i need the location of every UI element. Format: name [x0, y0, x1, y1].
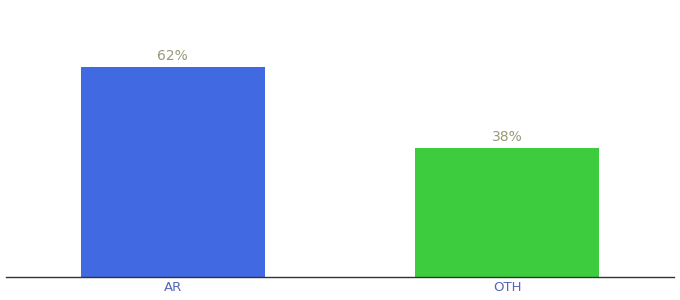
Bar [415, 148, 599, 277]
Text: 62%: 62% [157, 49, 188, 63]
Bar [81, 67, 265, 277]
Text: 38%: 38% [492, 130, 523, 145]
